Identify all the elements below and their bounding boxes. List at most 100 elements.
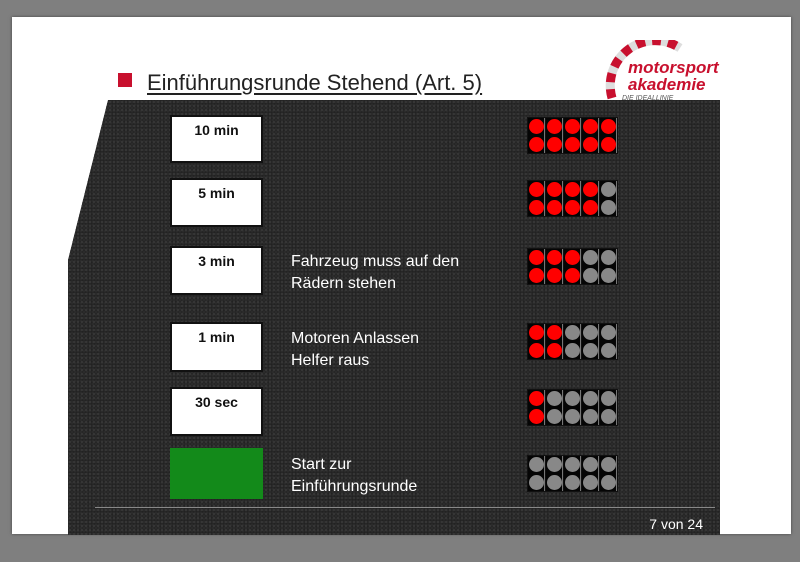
light-column: [528, 249, 545, 284]
lamp-off: [583, 409, 598, 424]
motorsport-akademie-logo: motorsport akademie DIE IDEALLINIE: [605, 40, 720, 102]
footer-divider: [95, 507, 715, 508]
red-lamp-on: [529, 200, 544, 215]
light-column: [582, 249, 599, 284]
countdown-board: 1 min: [170, 322, 263, 372]
page-indicator: 7 von 24: [649, 516, 703, 532]
light-column: [600, 324, 617, 359]
light-column: [528, 324, 545, 359]
light-column: [582, 181, 599, 216]
light-column: [600, 181, 617, 216]
red-lamp-on: [547, 200, 562, 215]
light-column: [546, 118, 563, 153]
description-line: Motoren Anlassen: [291, 330, 420, 347]
red-lamp-on: [529, 119, 544, 134]
description-line: Start zur: [291, 456, 352, 473]
red-lamp-on: [547, 250, 562, 265]
lamp-off: [547, 475, 562, 490]
light-column: [600, 118, 617, 153]
lamp-off: [601, 268, 616, 283]
lamp-off: [583, 457, 598, 472]
countdown-board: 10 min: [170, 115, 263, 163]
start-light-panel: [527, 389, 618, 426]
lamp-off: [601, 200, 616, 215]
light-column: [564, 456, 581, 491]
red-lamp-on: [529, 137, 544, 152]
description-line: Einführungsrunde: [291, 478, 418, 495]
countdown-board: 30 sec: [170, 387, 263, 436]
step-description: Motoren Anlassen Helfer raus: [291, 328, 419, 372]
light-column: [564, 390, 581, 425]
red-lamp-on: [547, 268, 562, 283]
start-light-panel: [527, 248, 618, 285]
light-column: [546, 390, 563, 425]
red-lamp-on: [583, 119, 598, 134]
red-lamp-on: [565, 182, 580, 197]
red-lamp-on: [529, 343, 544, 358]
svg-text:motorsport: motorsport: [628, 58, 720, 77]
red-lamp-on: [529, 409, 544, 424]
red-lamp-on: [565, 200, 580, 215]
lamp-off: [565, 457, 580, 472]
lamp-off: [565, 409, 580, 424]
red-lamp-on: [529, 250, 544, 265]
svg-text:akademie: akademie: [628, 75, 706, 94]
svg-text:DIE IDEALLINIE: DIE IDEALLINIE: [622, 95, 674, 102]
description-line: Fahrzeug muss auf den: [291, 253, 460, 270]
light-column: [582, 118, 599, 153]
countdown-board: 3 min: [170, 246, 263, 295]
light-column: [564, 118, 581, 153]
lamp-off: [583, 268, 598, 283]
lamp-off: [529, 457, 544, 472]
lamp-off: [565, 325, 580, 340]
lamp-off: [601, 343, 616, 358]
red-lamp-on: [547, 119, 562, 134]
start-light-panel: [527, 117, 618, 154]
red-lamp-on: [529, 182, 544, 197]
step-description: Fahrzeug muss auf den Rädern stehen: [291, 251, 459, 295]
lamp-off: [529, 475, 544, 490]
lamp-off: [547, 457, 562, 472]
red-lamp-on: [529, 325, 544, 340]
lamp-off: [601, 325, 616, 340]
red-lamp-on: [583, 182, 598, 197]
light-column: [564, 324, 581, 359]
red-lamp-on: [583, 137, 598, 152]
lamp-off: [583, 343, 598, 358]
red-lamp-on: [547, 182, 562, 197]
start-light-panel: [527, 323, 618, 360]
countdown-board: 5 min: [170, 178, 263, 227]
light-column: [564, 249, 581, 284]
red-lamp-on: [565, 250, 580, 265]
start-light-panel: [527, 180, 618, 217]
light-column: [546, 456, 563, 491]
red-lamp-on: [565, 119, 580, 134]
lamp-off: [583, 391, 598, 406]
lamp-off: [565, 475, 580, 490]
lamp-off: [601, 409, 616, 424]
lamp-off: [601, 457, 616, 472]
light-column: [546, 249, 563, 284]
red-lamp-on: [565, 137, 580, 152]
light-column: [528, 456, 545, 491]
lamp-off: [601, 250, 616, 265]
red-lamp-on: [601, 119, 616, 134]
lamp-off: [601, 475, 616, 490]
red-lamp-on: [601, 137, 616, 152]
red-lamp-on: [529, 268, 544, 283]
light-column: [546, 324, 563, 359]
light-column: [582, 456, 599, 491]
red-lamp-on: [583, 200, 598, 215]
red-lamp-on: [529, 391, 544, 406]
light-column: [528, 118, 545, 153]
lamp-off: [583, 325, 598, 340]
red-lamp-on: [565, 268, 580, 283]
lamp-off: [601, 182, 616, 197]
lamp-off: [547, 409, 562, 424]
description-line: Rädern stehen: [291, 275, 396, 292]
light-column: [528, 181, 545, 216]
light-column: [582, 324, 599, 359]
description-line: Helfer raus: [291, 352, 370, 369]
red-lamp-on: [547, 343, 562, 358]
light-column: [600, 390, 617, 425]
